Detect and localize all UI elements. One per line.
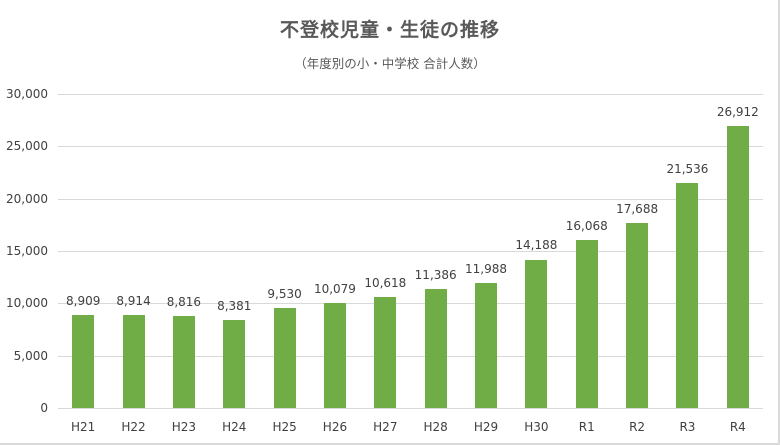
data-label: 17,688 bbox=[616, 201, 659, 216]
data-label: 16,068 bbox=[565, 218, 608, 233]
x-tick-label: R4 bbox=[729, 420, 746, 434]
gridline bbox=[58, 251, 763, 252]
gridline bbox=[58, 303, 763, 305]
bar-R2 bbox=[626, 222, 649, 408]
gridline bbox=[58, 355, 763, 357]
x-tick-label: R2 bbox=[629, 420, 646, 434]
bar-R1 bbox=[575, 239, 598, 408]
data-label: 8,816 bbox=[166, 294, 202, 309]
x-tick-label: H24 bbox=[222, 420, 247, 434]
data-label: 8,381 bbox=[217, 299, 252, 314]
data-label: 14,188 bbox=[515, 238, 558, 253]
x-tick-label: H21 bbox=[71, 420, 96, 434]
y-tick-label: 0 bbox=[40, 401, 48, 415]
x-tick-label: H23 bbox=[171, 420, 197, 434]
plot-area: 8,909 8,914 8,816 8,381 9,530 10,079 10,618 11,… bbox=[58, 94, 763, 409]
data-label: 9,530 bbox=[267, 287, 302, 302]
x-tick-label: H22 bbox=[121, 420, 146, 434]
data-label: 21,536 bbox=[666, 161, 709, 176]
data-label: 10,618 bbox=[364, 275, 407, 290]
x-tick-label: H30 bbox=[524, 420, 549, 434]
x-tick-label: R3 bbox=[679, 420, 696, 434]
x-tick-label: H27 bbox=[373, 420, 398, 434]
bar-H30 bbox=[525, 259, 548, 408]
x-tick-label: H29 bbox=[473, 420, 499, 434]
chart-title: 不登校児童・生徒の推移 bbox=[279, 19, 500, 41]
y-tick-label: 20,000 bbox=[6, 191, 48, 206]
data-label: 10,079 bbox=[313, 281, 356, 296]
bar-H24 bbox=[223, 320, 246, 408]
bar-H29 bbox=[475, 282, 498, 408]
bar-H28 bbox=[424, 288, 447, 408]
gridline bbox=[58, 146, 763, 148]
x-tick-label: R1 bbox=[578, 420, 595, 434]
bar-R3 bbox=[676, 182, 699, 408]
data-label: 26,912 bbox=[716, 105, 759, 120]
data-label: 8,909 bbox=[66, 293, 101, 308]
bar-H26 bbox=[323, 302, 346, 408]
gridline bbox=[58, 198, 763, 200]
bar-R4 bbox=[726, 126, 749, 408]
data-label: 8,914 bbox=[116, 293, 151, 308]
y-tick-label: 10,000 bbox=[6, 296, 48, 311]
bar-H22 bbox=[122, 314, 145, 408]
data-label: 11,988 bbox=[465, 261, 508, 276]
y-tick-label: 25,000 bbox=[6, 139, 48, 154]
gridline bbox=[58, 408, 763, 409]
bar-H21 bbox=[72, 314, 95, 408]
x-tick-label: H28 bbox=[423, 420, 448, 434]
y-tick-label: 5,000 bbox=[13, 348, 48, 363]
gridline bbox=[58, 94, 763, 95]
x-tick-label: H25 bbox=[272, 420, 297, 434]
bar-H23 bbox=[172, 315, 195, 408]
y-tick-label: 15,000 bbox=[6, 244, 48, 258]
chart-subtitle: （年度別の小・中学校 合計人数） bbox=[294, 56, 486, 71]
y-tick-label: 30,000 bbox=[6, 87, 48, 101]
bar-H27 bbox=[374, 296, 397, 408]
bar-H25 bbox=[273, 308, 296, 408]
x-tick-label: H26 bbox=[322, 420, 348, 434]
data-label: 11,386 bbox=[414, 267, 457, 282]
